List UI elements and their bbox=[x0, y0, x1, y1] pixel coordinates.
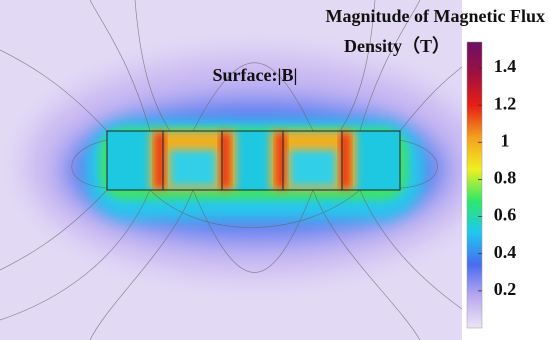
colorbar-tick-label: 0.8 bbox=[494, 168, 517, 188]
colorbar-tick-label: 1.4 bbox=[494, 56, 517, 76]
colorbar-tick-label: 1 bbox=[501, 130, 510, 150]
colorbar-tick-label: 1.2 bbox=[494, 93, 517, 113]
colorbar-tick-label: 0.4 bbox=[494, 242, 517, 262]
title-line: Density（T） bbox=[344, 36, 450, 56]
colorbar bbox=[466, 41, 483, 329]
field-plot bbox=[0, 0, 462, 340]
colorbar-tick-label: 0.6 bbox=[494, 205, 517, 225]
title-line: Magnitude of Magnetic Flux bbox=[326, 6, 545, 26]
colorbar-tick-label: 0.2 bbox=[494, 279, 517, 299]
subtitle: Surface:|B| bbox=[213, 65, 298, 85]
